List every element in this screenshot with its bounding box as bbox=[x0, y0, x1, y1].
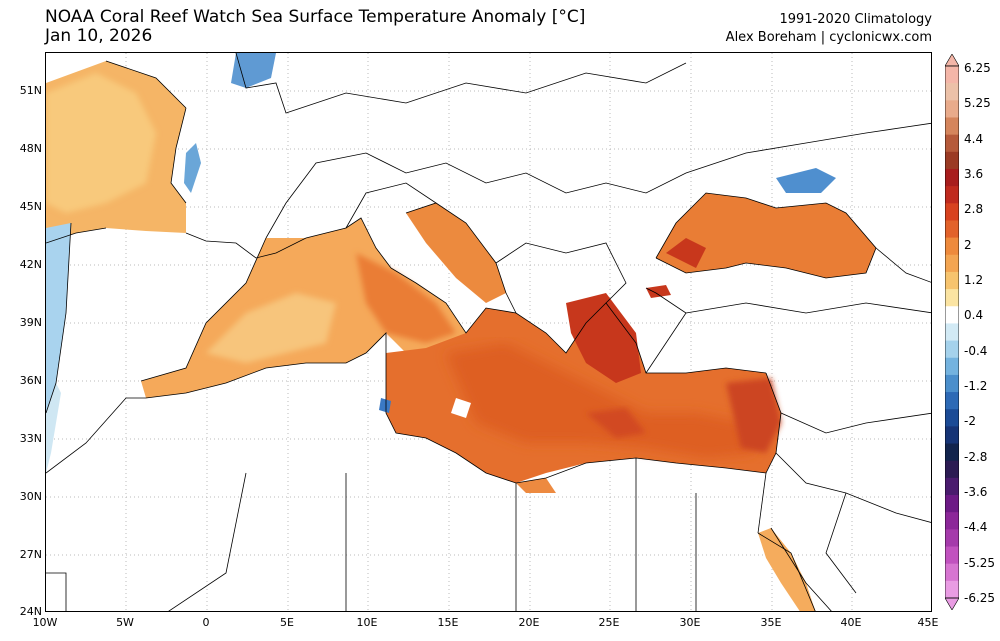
lat-label-33n: 33N bbox=[19, 432, 42, 445]
colorbar-swatch bbox=[945, 306, 959, 324]
colorbar-frame bbox=[945, 65, 959, 599]
colorbar-swatch bbox=[945, 100, 959, 118]
lat-label-39n: 39N bbox=[19, 316, 42, 329]
lat-label-27n: 27N bbox=[19, 548, 42, 561]
colorbar-swatch bbox=[945, 512, 959, 530]
colorbar-label: -0.4 bbox=[964, 343, 988, 358]
lat-label-42n: 42N bbox=[19, 258, 42, 271]
colorbar-swatch bbox=[945, 289, 959, 307]
colorbar-swatch bbox=[945, 134, 959, 153]
colorbar-label: 1.2 bbox=[964, 273, 984, 287]
map-canvas bbox=[46, 53, 931, 611]
colorbar-swatch bbox=[945, 460, 959, 479]
colorbar-label: -3.6 bbox=[964, 485, 988, 499]
colorbar-label: -2 bbox=[964, 414, 976, 429]
colorbar-label: 0.4 bbox=[964, 308, 984, 323]
colorbar-swatch bbox=[945, 168, 959, 187]
map-subtitle: 1991-2020 Climatology Alex Boreham | cyc… bbox=[726, 11, 932, 47]
colorbar-label: 5.25 bbox=[964, 96, 991, 111]
colorbar-label: 4.4 bbox=[964, 131, 984, 146]
colorbar-swatch bbox=[945, 374, 959, 393]
colorbar-swatch bbox=[945, 495, 959, 513]
title-date: Jan 10, 2026 bbox=[45, 26, 153, 46]
colorbar-swatch bbox=[945, 392, 959, 410]
lat-label-36n: 36N bbox=[19, 374, 42, 387]
colorbar-label: -5.25 bbox=[964, 555, 996, 570]
colorbar-swatch bbox=[945, 426, 959, 445]
colorbar-swatch bbox=[945, 580, 959, 599]
colorbar-swatch bbox=[945, 563, 959, 582]
map-title: NOAA Coral Reef Watch Sea Surface Temper… bbox=[45, 8, 585, 46]
lat-label-48n: 48N bbox=[19, 142, 42, 155]
black-sea-anomaly bbox=[646, 168, 876, 298]
lat-label-24n: 24N bbox=[19, 605, 42, 618]
colorbar-label: -1.2 bbox=[964, 379, 988, 393]
colorbar-label: 3.6 bbox=[964, 167, 984, 181]
colorbar-label: 6.25 bbox=[964, 61, 991, 75]
eastern-med-anomaly bbox=[379, 293, 781, 493]
lon-label-0: 0 bbox=[202, 616, 210, 629]
colorbar-swatch bbox=[945, 340, 959, 359]
lon-label-10w: 10W bbox=[32, 616, 58, 629]
lon-label-45e: 45E bbox=[917, 616, 939, 629]
colorbar-swatch bbox=[945, 220, 959, 239]
colorbar-swatch bbox=[945, 357, 959, 376]
colorbar-label: 2 bbox=[964, 237, 972, 252]
colorbar-label: -4.4 bbox=[964, 520, 988, 535]
colorbar-swatch bbox=[945, 151, 959, 170]
colorbar-swatch bbox=[945, 271, 959, 290]
lon-label-20e: 20E bbox=[518, 616, 540, 629]
colorbar-swatch bbox=[945, 477, 959, 496]
lat-label-30n: 30N bbox=[19, 490, 42, 503]
lon-label-25e: 25E bbox=[598, 616, 620, 629]
colorbar-label: 2.8 bbox=[964, 202, 984, 217]
colorbar-max-arrow bbox=[945, 54, 959, 67]
colorbar-swatch bbox=[945, 443, 959, 462]
title-line-1: NOAA Coral Reef Watch Sea Surface Temper… bbox=[45, 7, 586, 27]
climatology-label: 1991-2020 Climatology bbox=[779, 12, 932, 27]
atlantic-anomaly bbox=[46, 53, 276, 473]
credit-label: Alex Boreham | cyclonicwx.com bbox=[725, 30, 932, 45]
red-sea-anomaly bbox=[758, 528, 816, 611]
colorbar-swatch bbox=[945, 546, 959, 565]
lon-label-30e: 30E bbox=[679, 616, 701, 629]
colorbar-swatch bbox=[945, 529, 959, 548]
colorbar-swatch bbox=[945, 66, 959, 84]
map-panel bbox=[45, 52, 932, 612]
colorbar-min-arrow bbox=[945, 597, 959, 610]
lon-label-5e: 5E bbox=[280, 616, 294, 629]
lon-label-40e: 40E bbox=[840, 616, 862, 629]
colorbar-swatch bbox=[945, 237, 959, 256]
colorbar-swatch bbox=[945, 409, 959, 427]
western-med-anomaly bbox=[141, 203, 506, 398]
colorbar-swatch bbox=[945, 203, 959, 221]
lon-label-35e: 35E bbox=[760, 616, 782, 629]
colorbar-swatch bbox=[945, 117, 959, 136]
colorbar-swatch bbox=[945, 83, 959, 101]
colorbar-swatch bbox=[945, 323, 959, 342]
lat-label-51n: 51N bbox=[19, 84, 42, 97]
colorbar-label: -6.25 bbox=[964, 591, 996, 605]
lat-label-45n: 45N bbox=[19, 200, 42, 213]
lon-label-15e: 15E bbox=[437, 616, 459, 629]
coastlines bbox=[46, 53, 931, 611]
colorbar-swatch bbox=[945, 186, 959, 204]
colorbar bbox=[945, 54, 959, 610]
lon-label-5w: 5W bbox=[116, 616, 134, 629]
colorbar-label: -2.8 bbox=[964, 449, 988, 464]
colorbar-swatch bbox=[945, 254, 959, 273]
lon-label-10e: 10E bbox=[356, 616, 378, 629]
